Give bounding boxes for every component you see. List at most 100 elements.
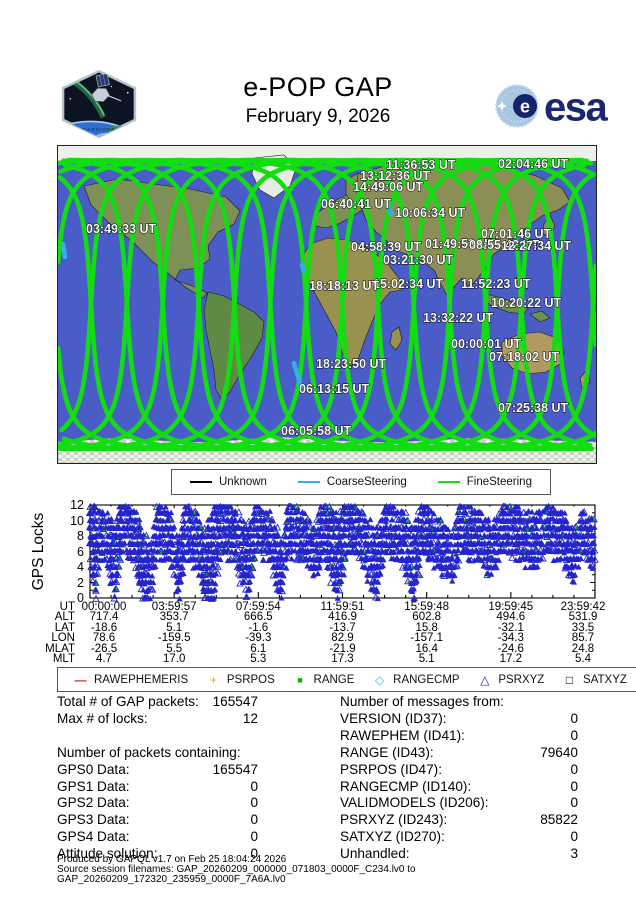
y-tick-label: 4 [77,560,84,574]
map-time-label: 07:01:46 UT [481,227,552,241]
table-cell: 00:00:00 [81,601,127,613]
stat-value: 0 [250,795,258,811]
table-cell: 4.7 [96,653,112,665]
square-open-marker-icon: □ [565,672,574,687]
legend-label: Unknown [219,476,267,488]
legend-label: PSRPOS [226,673,275,686]
stat-row: VALIDMODELS (ID206): 0 [0,795,636,812]
stat-label: PSRPOS (ID47): [340,761,442,777]
table-cell: 78.6 [92,632,116,645]
table-cell: 82.9 [331,632,354,645]
table-row-mlat: MLAT -26.5 5.5 6.1 -21.9 16.4 -24.6 24.8 [0,642,636,655]
stat-label: GPS1 Data: [57,778,130,794]
legend-item-psrxyz: △ PSRXYZ [478,674,544,686]
ephemeris-table: UT 00:00:00 03:59:57 07:59:54 11:59:51 15:59:… [0,601,636,665]
coarse-steering-segment [386,204,394,217]
table-cell: 17.3 [331,653,354,665]
stat-row: Max # of locks: 12 [0,711,636,728]
square-filled-marker-icon: ■ [297,674,303,685]
fine-steering-tracks [55,157,599,452]
table-cell: 531.9 [568,611,598,624]
table-cell: -39.3 [245,632,272,645]
table-cell: 07:59:54 [235,601,281,613]
map-time-label: 06:05:58 UT [281,424,352,438]
page-title: e-POP GAP [243,72,393,102]
world-map-svg: 11:36:53 UT 02:04:46 UT 13:12:36 UT14:49:0… [55,146,599,464]
map-time-label: 03:49:33 UT [86,222,157,236]
stat-label: Number of messages from: [340,694,504,709]
stat-row: Number of packets containing: [0,745,636,762]
plus-marker-icon: + [209,672,217,687]
stat-value: 3 [570,846,578,862]
table-cell: 6.1 [250,642,267,655]
table-cell: 15:59:48 [404,601,450,613]
ground-track [57,157,598,452]
stat-label: Number of packets containing: [57,744,241,760]
map-time-label: 00:00:01 UT [451,337,522,351]
table-row-alt: ALT 717.4 353.7 666.5 416.9 602.8 494.6 531.9 [0,611,636,624]
stat-value: 165547 [212,694,258,709]
table-cell: 717.4 [89,611,119,624]
stat-value: 0 [570,761,578,777]
stat-row: Unhandled: 3 [0,846,636,863]
table-row-ut: UT 00:00:00 03:59:57 07:59:54 11:59:51 15:59:… [0,601,636,613]
table-cell: 494.6 [496,611,526,624]
legend-label: SATXYZ [583,673,627,686]
table-cell: -18.6 [90,621,118,634]
legend-label: RANGECMP [393,673,460,686]
ground-track-map: 11:36:53 UT 02:04:46 UT 13:12:36 UT 14:49:0… [55,145,599,464]
row-label: LAT [54,621,75,634]
map-time-label: 18:23:50 UT [316,357,387,371]
table-cell: 16.4 [415,642,438,655]
map-time-label: 02:04:46 UT [498,157,569,171]
triangle-open-marker-icon: △ [480,672,490,687]
stat-label: Attitude solution: [57,846,158,862]
legend-label: CoarseSteering [326,476,407,488]
map-time-label: 11:36:53 UT [386,158,456,172]
stat-row: VERSION (ID37): 0 [0,711,636,728]
stat-value: 12 [242,710,258,726]
stat-label: RANGE (ID43): [340,744,434,760]
stat-label: SATXYZ (ID270): [340,829,445,845]
y-tick-label: 0 [77,591,84,605]
table-cell: 19:59:45 [488,601,534,613]
packet-type-legend: — RAWEPHEMERIS + PSRPOS ■ RANGE ◇ RANGECMP △ PSRX… [57,667,636,692]
stat-row: GPS0 Data: 165547 [0,762,636,779]
table-cell: 5.1 [166,621,183,634]
pass-time-labels: 11:36:53 UT 02:04:46 UT 13:12:36 UT14:49:0… [86,157,573,439]
stat-row: Total # of GAP packets: 165547 [0,694,636,711]
y-tick-label: 2 [77,575,84,590]
map-time-label: 11:52:23 UT [461,277,531,291]
stat-row: RANGE (ID43): 79640 [0,745,636,762]
stat-value: 0 [570,710,578,726]
stat-value: 79640 [540,744,578,760]
table-cell: 17.2 [499,653,522,665]
table-cell: -24.6 [497,642,524,655]
table-cell: 666.5 [243,611,273,624]
dash-marker-icon: — [74,672,87,687]
table-cell: 5.4 [575,653,591,665]
row-label: LON [51,632,75,645]
map-time-label: 01:49:53 UT [425,237,496,251]
ground-track [339,157,599,348]
y-tick-label: 12 [70,498,84,512]
map-time-label: 07:25:38 UT [498,401,569,415]
map-time-label: 06:13:15 UT [299,382,370,396]
stat-label: GPS0 Data: [57,761,130,777]
stat-value: 0 [570,829,578,845]
table-cell: 353.7 [159,611,189,624]
map-time-label: 06:40:41 UT [321,197,392,211]
coarse-steering-segments [60,204,394,390]
footer: Produced by GAPQL v1.7 on Feb 25 18:04:2… [57,855,416,884]
stat-value: 0 [570,795,578,811]
y-tick-label: 10 [70,513,84,528]
ground-track [69,157,587,452]
legend-item-finesteering: FineSteering [437,476,532,488]
y-axis-label: GPS Locks [30,512,47,591]
stat-row: GPS4 Data: 0 [0,829,636,846]
table-cell: 416.9 [328,611,357,624]
legend-item-rangecmp: ◇ RANGECMP [373,673,460,686]
legend-label: RAWEPHEMERIS [94,673,189,686]
gps-locks-chart [0,498,636,604]
stat-label: PSRXYZ (ID243): [340,812,448,828]
